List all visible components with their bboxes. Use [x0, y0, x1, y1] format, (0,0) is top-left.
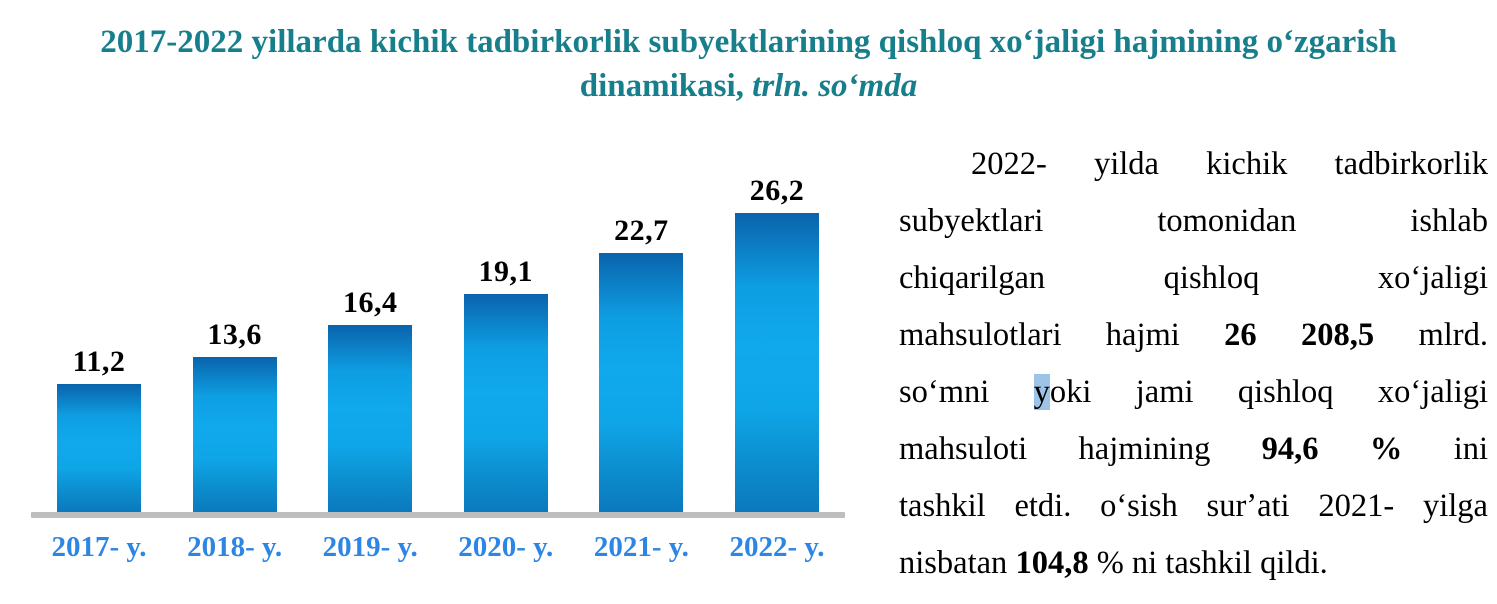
paragraph-line: nisbatan 104,8 % ni tashkil qildi. — [899, 535, 1488, 592]
x-axis-label-text: 2021- y. — [593, 531, 689, 563]
text-segment: % ni tashkil qildi. — [1088, 545, 1328, 581]
title-line-2-italic: trln. soʻmda — [752, 68, 918, 104]
bar-value-label: 11,2 — [72, 345, 126, 378]
text-segment: nisbatan — [899, 545, 1016, 581]
text-segment: soʻmni — [899, 374, 1034, 410]
bold-text: 94,6 % — [1261, 431, 1403, 467]
bar-column: 19,1 — [463, 255, 548, 512]
bar — [734, 213, 819, 512]
bar — [463, 294, 548, 512]
x-axis-label: 2019- y. — [323, 531, 418, 564]
x-axis-label-text: 2020- y. — [458, 531, 554, 563]
bar-chart: 11,2 13,6 16,4 19,1 22,7 26,2 2017- y. 2018- y… — [31, 130, 845, 564]
title-line-1: 2017-2022 yillarda kichik tadbirkorlik s… — [100, 24, 1397, 60]
text-segment: ini — [1402, 431, 1489, 467]
title-line-2: dinamikasi, trln. soʻmda — [0, 64, 1497, 108]
x-axis-label: 2021- y. — [594, 531, 689, 564]
text-segment: subyektlari tomonidan ishlab — [899, 203, 1488, 239]
bar-value-label: 16,4 — [342, 286, 398, 319]
text-segment: tashkil etdi. oʻsish surʼati 2021- yilga — [899, 488, 1488, 524]
body-paragraph: 2022- yilda kichik tadbirkorlik subyektla… — [899, 136, 1488, 592]
paragraph-line: mahsulotlari hajmi 26 208,5 mlrd. — [899, 307, 1488, 364]
paragraph-line: chiqarilgan qishloq xoʻjaligi — [899, 250, 1488, 307]
x-axis-label-text: 2022- y. — [729, 531, 825, 563]
page-title: 2017-2022 yillarda kichik tadbirkorlik s… — [0, 20, 1497, 108]
bar-column: 11,2 — [57, 345, 141, 512]
bar — [599, 253, 684, 512]
text-segment: mlrd. — [1374, 317, 1488, 353]
bar-column: 22,7 — [599, 214, 684, 512]
bold-text: 26 208,5 — [1224, 317, 1375, 353]
x-axis-label-text: 2019- y. — [322, 531, 418, 563]
text-segment: 2022- yilda kichik tadbirkorlik — [971, 146, 1488, 182]
x-axis-label-text: 2018- y. — [187, 531, 283, 563]
bold-text: 104,8 — [1015, 545, 1089, 581]
text-segment: mahsulotlari hajmi — [899, 317, 1225, 353]
text-segment: mahsuloti hajmining — [899, 431, 1262, 467]
bar-value-label: 26,2 — [749, 174, 805, 207]
bar-column: 13,6 — [192, 318, 277, 512]
x-axis-label: 2020- y. — [458, 531, 553, 564]
bar-value-label: 19,1 — [478, 255, 534, 288]
text-segment: chiqarilgan qishloq xoʻjaligi — [899, 260, 1488, 296]
bar-value-label: 22,7 — [614, 214, 669, 247]
paragraph-line: soʻmni yoki jami qishloq xoʻjaligi — [899, 364, 1488, 421]
x-axis-label-text: 2017- y. — [51, 531, 147, 563]
paragraph-line: 2022- yilda kichik tadbirkorlik — [899, 136, 1488, 193]
text-highlight: y — [1033, 374, 1050, 410]
text-segment: oki jami qishloq xoʻjaligi — [1049, 374, 1488, 410]
bar — [328, 325, 413, 512]
bar — [192, 357, 277, 512]
bar-value-label: 13,6 — [207, 318, 262, 351]
paragraph-line: mahsuloti hajmining 94,6 % ini — [899, 421, 1488, 478]
x-axis-labels: 2017- y. 2018- y. 2019- y. 2020- y. 2021- y.… — [31, 518, 845, 564]
bar-column: 26,2 — [734, 174, 819, 512]
bar-column: 16,4 — [328, 286, 413, 512]
bar — [57, 384, 141, 512]
x-axis-line — [31, 512, 845, 518]
x-axis-label: 2022- y. — [729, 531, 824, 564]
x-axis-label: 2018- y. — [187, 531, 282, 564]
paragraph-line: subyektlari tomonidan ishlab — [899, 193, 1488, 250]
paragraph-line: tashkil etdi. oʻsish surʼati 2021- yilga — [899, 478, 1488, 535]
x-axis-label: 2017- y. — [51, 531, 146, 564]
title-line-2-regular: dinamikasi, — [579, 68, 753, 104]
bar-plot: 11,2 13,6 16,4 19,1 22,7 26,2 — [31, 130, 845, 512]
